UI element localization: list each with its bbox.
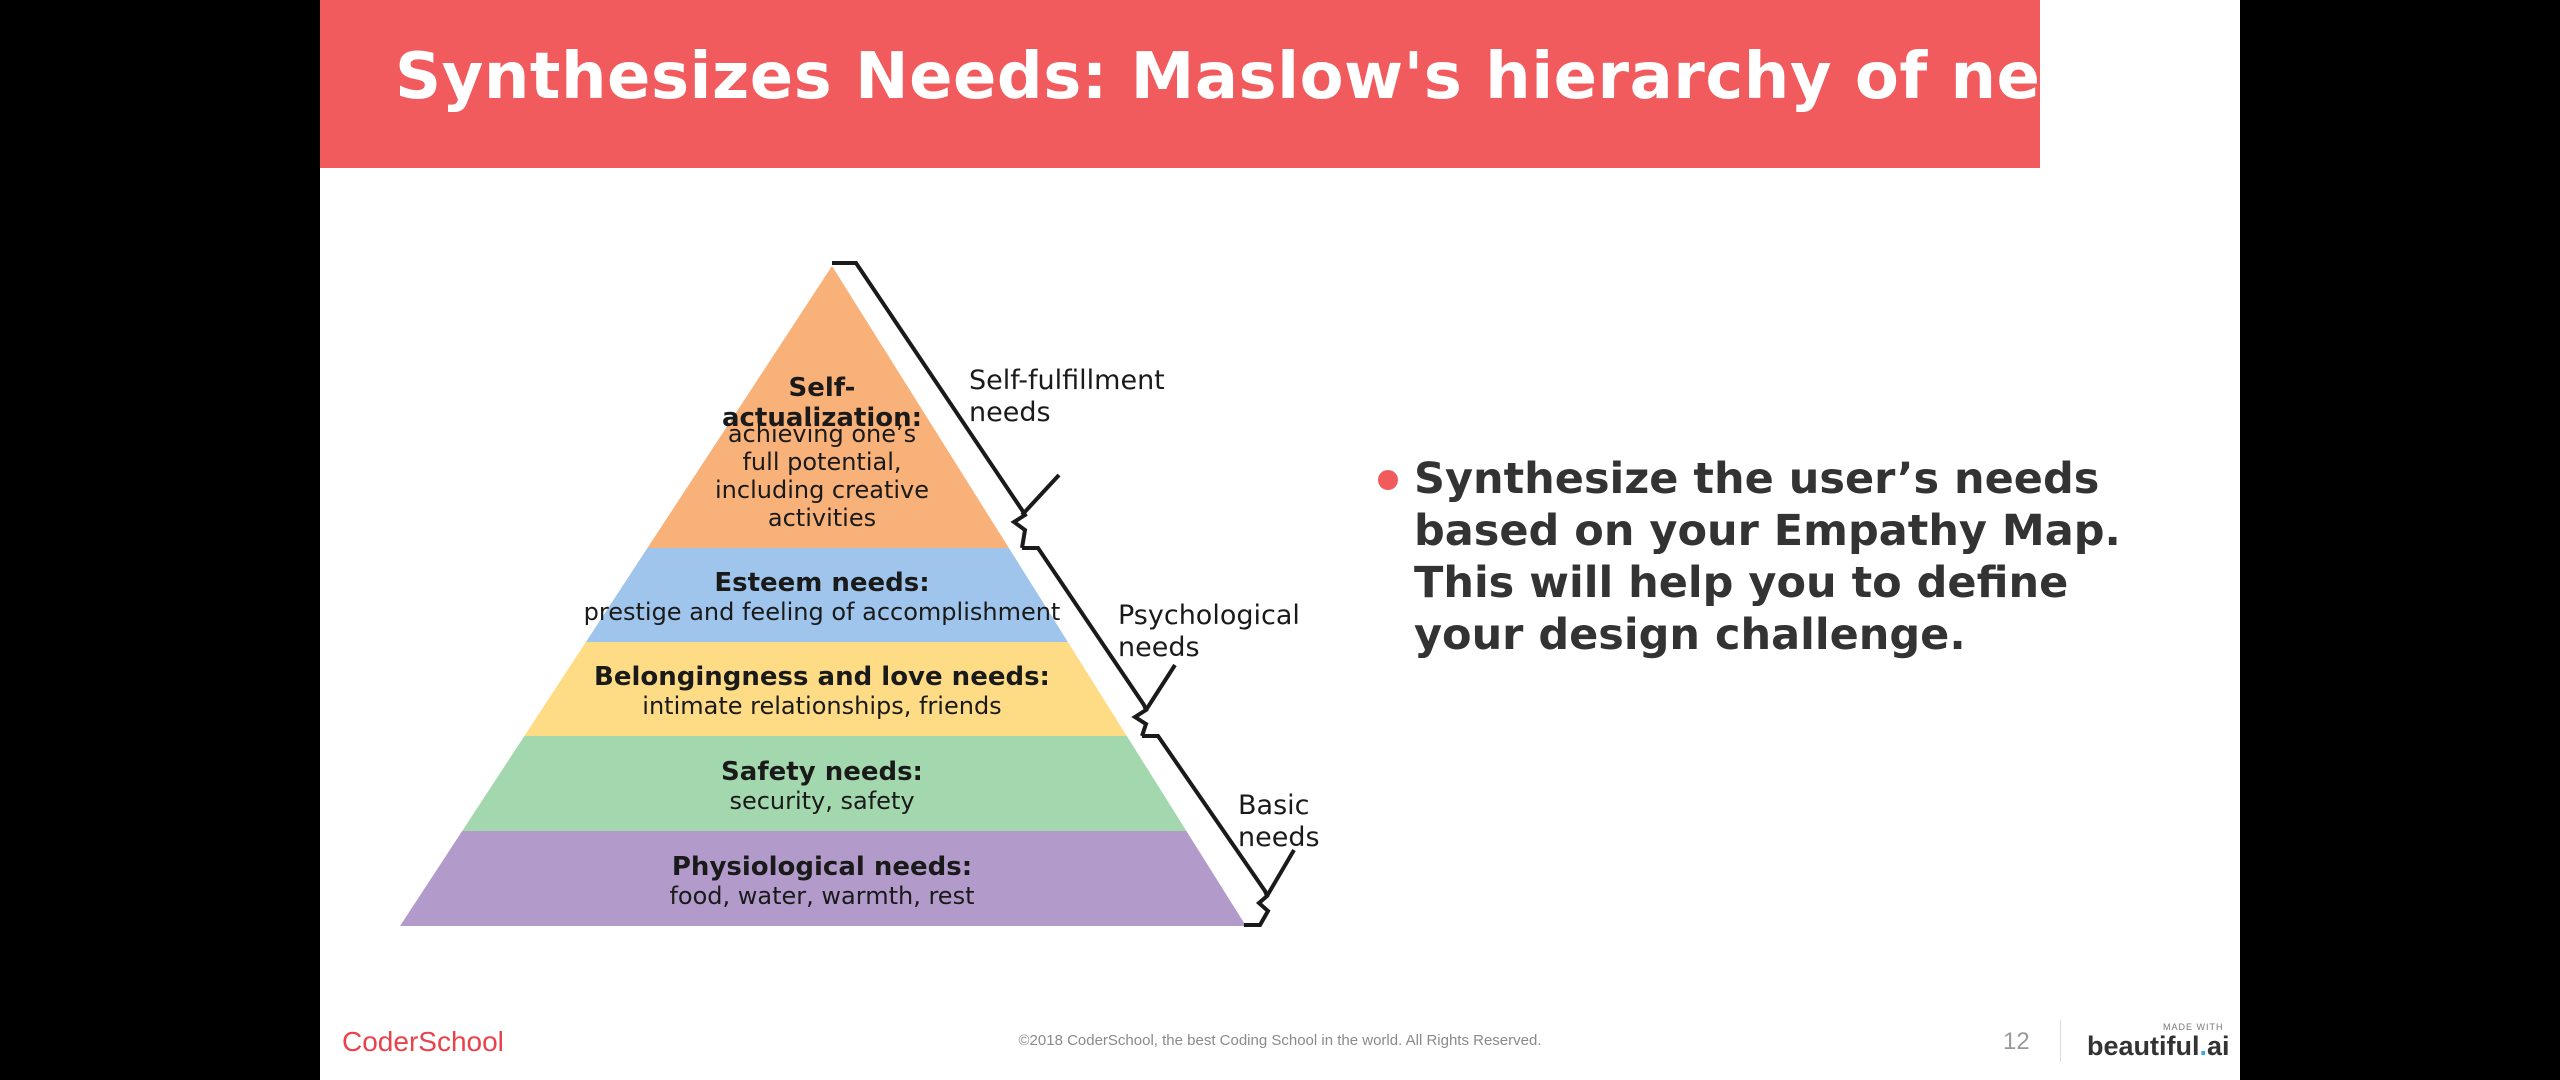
pyramid-level-1-title: Self-actualization: xyxy=(722,373,922,433)
slide: Synthesizes Needs: Maslow's hierarchy of… xyxy=(320,0,2240,1080)
group-bracket-1 xyxy=(832,261,1028,549)
pyramid-level-3-desc: intimate relationships, friends xyxy=(642,692,1001,720)
group-bracket-5 xyxy=(1144,663,1177,712)
coderschool-logo[interactable]: CoderSchool xyxy=(342,1026,504,1057)
made-with-label: MADE WITH xyxy=(2163,1022,2224,1032)
pyramid-level-5-desc: food, water, warmth, rest xyxy=(669,882,974,910)
pyramid-level-3 xyxy=(524,642,1127,736)
pyramid-level-3-title: Belongingness and love needs: xyxy=(594,662,1050,692)
pyramid-level-2-title: Esteem needs: xyxy=(714,568,929,598)
pyramid-level-4-desc: security, safety xyxy=(729,787,914,815)
pyramid-level-5 xyxy=(400,831,1246,926)
group-bracket-4 xyxy=(1020,473,1061,517)
group-bracket-3 xyxy=(1142,734,1271,927)
pyramid-level-5-title: Physiological needs: xyxy=(672,852,972,882)
copyright-text: ©2018 CoderSchool, the best Coding Schoo… xyxy=(1018,1032,1542,1049)
group-label-3: Basic needs xyxy=(1238,790,1320,853)
page-number: 12 xyxy=(2003,1028,2030,1055)
pyramid-level-2 xyxy=(585,548,1068,642)
slide-title: Synthesizes Needs: Maslow's hierarchy of… xyxy=(395,40,2170,114)
beautiful-ai-logo[interactable]: beautiful.ai xyxy=(2087,1031,2230,1062)
bullet-text: Synthesize the user’s needs based on you… xyxy=(1414,454,2121,660)
title-bar: Synthesizes Needs: Maslow's hierarchy of… xyxy=(320,0,2169,168)
pyramid-level-2-desc: prestige and feeling of accomplishment xyxy=(584,598,1061,626)
footer-divider xyxy=(2060,1020,2061,1062)
pyramid-level-4 xyxy=(462,736,1187,831)
maslow-pyramid-diagram: Self-actualization:achieving one’s full p… xyxy=(400,261,1320,927)
pyramid-level-1-desc: achieving one’s full potential, including … xyxy=(715,420,929,532)
group-bracket-6 xyxy=(1265,848,1296,898)
group-label-1: Self-fulfillment needs xyxy=(969,365,1165,428)
pyramid-level-1 xyxy=(647,266,1009,548)
brand-ai: ai xyxy=(2207,1031,2230,1061)
brand-main: beautiful xyxy=(2087,1031,2200,1061)
group-label-2: Psychological needs xyxy=(1118,600,1300,663)
pyramid-level-4-title: Safety needs: xyxy=(721,757,923,787)
brand-dot: . xyxy=(2199,1031,2208,1061)
bullet-dot xyxy=(1378,470,1398,490)
